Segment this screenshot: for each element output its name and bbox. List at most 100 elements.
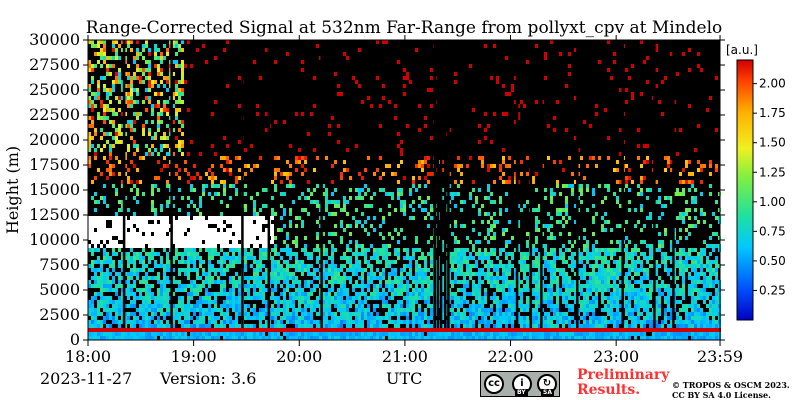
heatmap-cell (601, 216, 604, 220)
heatmap-cell (442, 332, 445, 336)
heatmap-cell (349, 304, 352, 308)
heatmap-cell (349, 256, 352, 260)
heatmap-cell (607, 312, 610, 316)
heatmap-cell (493, 180, 496, 184)
heatmap-cell (601, 316, 604, 320)
heatmap-cell (106, 132, 109, 136)
heatmap-cell (238, 292, 241, 296)
heatmap-cell (118, 76, 121, 80)
chart-title: Range-Corrected Signal at 532nm Far-Rang… (86, 18, 723, 38)
heatmap-cell (301, 112, 304, 116)
heatmap-cell (328, 212, 331, 216)
heatmap-cell (538, 312, 541, 316)
heatmap-cell (535, 336, 538, 340)
heatmap-cell (139, 252, 142, 256)
heatmap-cell (208, 220, 211, 224)
heatmap-cell (211, 268, 214, 272)
heatmap-cell (223, 252, 226, 256)
heatmap-cell (154, 312, 157, 316)
heatmap-cell (451, 256, 454, 260)
heatmap-cell (517, 224, 520, 228)
heatmap-cell (166, 244, 169, 248)
heatmap-cell (439, 332, 442, 336)
heatmap-cell (196, 288, 199, 292)
heatmap-cell (490, 336, 493, 340)
heatmap-cell (301, 308, 304, 312)
heatmap-cell (493, 292, 496, 296)
heatmap-cell (550, 304, 553, 308)
heatmap-cell (535, 224, 538, 228)
heatmap-cell (613, 268, 616, 272)
heatmap-cell (112, 172, 115, 176)
heatmap-cell (97, 304, 100, 308)
heatmap-cell (358, 244, 361, 248)
heatmap-cell (481, 320, 484, 324)
heatmap-cell (235, 336, 238, 340)
heatmap-cell (421, 160, 424, 164)
heatmap-cell (94, 236, 97, 240)
heatmap-cell (538, 332, 541, 336)
heatmap-cell (226, 228, 229, 232)
heatmap-cell (427, 336, 430, 340)
heatmap-cell (346, 56, 349, 60)
heatmap-cell (118, 128, 121, 132)
heatmap-cell (340, 240, 343, 244)
heatmap-cell (331, 200, 334, 204)
heatmap-cell (604, 184, 607, 188)
heatmap-cell (562, 184, 565, 188)
heatmap-cell (121, 216, 124, 220)
heatmap-cell (214, 252, 217, 256)
heatmap-cell (532, 248, 535, 252)
heatmap-cell (430, 316, 433, 320)
heatmap-cell (301, 264, 304, 268)
heatmap-cell (250, 224, 253, 228)
heatmap-cell (526, 60, 529, 64)
heatmap-cell (601, 288, 604, 292)
heatmap-cell (382, 316, 385, 320)
heatmap-cell (274, 336, 277, 340)
heatmap-cell (445, 332, 448, 336)
heatmap-cell (616, 168, 619, 172)
heatmap-cell (145, 120, 148, 124)
heatmap-cell (307, 284, 310, 288)
heatmap-cell (469, 256, 472, 260)
heatmap-cell (514, 292, 517, 296)
heatmap-cell (190, 332, 193, 336)
heatmap-cell (466, 332, 469, 336)
heatmap-cell (310, 200, 313, 204)
heatmap-cell (400, 336, 403, 340)
heatmap-cell (325, 336, 328, 340)
heatmap-cell (301, 312, 304, 316)
heatmap-cell (367, 232, 370, 236)
heatmap-cell (343, 196, 346, 200)
heatmap-cell (427, 156, 430, 160)
heatmap-cell (184, 288, 187, 292)
heatmap-cell (175, 244, 178, 248)
heatmap-cell (508, 164, 511, 168)
heatmap-cell (232, 296, 235, 300)
heatmap-cell (472, 328, 475, 332)
heatmap-cell (406, 284, 409, 288)
heatmap-cell (604, 212, 607, 216)
heatmap-cell (595, 284, 598, 288)
heatmap-cell (310, 280, 313, 284)
heatmap-cell (376, 296, 379, 300)
heatmap-cell (313, 336, 316, 340)
heatmap-cell (256, 112, 259, 116)
heatmap-cell (124, 96, 127, 100)
heatmap-cell (124, 336, 127, 340)
heatmap-cell (346, 324, 349, 328)
heatmap-cell (616, 332, 619, 336)
heatmap-cell (358, 192, 361, 196)
heatmap-cell (109, 328, 112, 332)
heatmap-cell (394, 276, 397, 280)
heatmap-cell (148, 244, 151, 248)
heatmap-cell (223, 260, 226, 264)
heatmap-cell (451, 312, 454, 316)
heatmap-cell (508, 268, 511, 272)
heatmap-cell (568, 64, 571, 68)
heatmap-cell (172, 44, 175, 48)
heatmap-cell (274, 120, 277, 124)
heatmap-cell (259, 256, 262, 260)
heatmap-cell (589, 320, 592, 324)
